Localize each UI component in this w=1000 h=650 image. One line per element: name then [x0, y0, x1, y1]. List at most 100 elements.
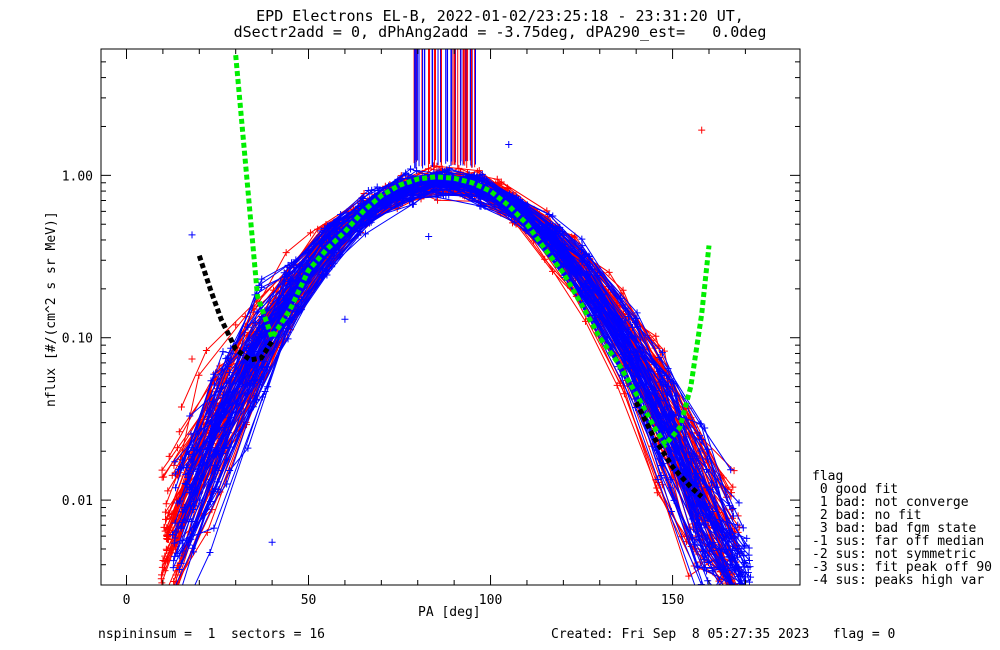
blue-data-point	[523, 207, 531, 215]
blue-marker	[476, 199, 484, 207]
blue-marker	[657, 412, 665, 420]
red-marker	[306, 229, 314, 237]
blue-marker	[694, 509, 702, 517]
blue-marker	[322, 266, 330, 274]
blue-marker	[288, 276, 296, 284]
blue-marker	[259, 393, 267, 401]
red-marker	[605, 268, 613, 276]
blue-marker	[246, 334, 254, 342]
red-marker	[730, 467, 738, 475]
blue-marker	[393, 195, 401, 203]
black-fit-curve-1	[196, 254, 275, 363]
red-marker	[158, 579, 166, 585]
blue-marker	[616, 315, 624, 323]
blue-marker	[251, 319, 259, 327]
blue-marker	[216, 388, 224, 396]
blue-marker	[655, 455, 663, 463]
blue-marker	[288, 259, 296, 267]
blue-marker	[477, 171, 485, 179]
red-marker	[652, 332, 660, 340]
blue-marker	[735, 499, 743, 507]
blue-marker	[658, 349, 666, 357]
red-marker	[729, 483, 737, 491]
blue-marker	[407, 195, 415, 203]
blue-marker	[297, 296, 305, 304]
blue-data-point	[305, 256, 313, 264]
blue-marker	[693, 535, 701, 543]
blue-marker	[591, 317, 599, 325]
blue-marker	[284, 335, 292, 343]
blue-marker	[207, 420, 215, 428]
blue-marker	[697, 580, 705, 585]
blue-marker	[206, 549, 214, 557]
blue-marker	[171, 458, 179, 466]
red-marker	[613, 381, 621, 389]
black-fit-curve-2	[633, 401, 704, 499]
blue-marker	[358, 218, 366, 226]
blue-marker	[336, 216, 344, 224]
blue-marker	[210, 381, 218, 389]
red-marker	[619, 286, 627, 294]
red-marker	[620, 390, 628, 398]
blue-marker	[737, 570, 745, 578]
blue-marker	[171, 534, 179, 542]
blue-marker	[188, 590, 195, 597]
blue-data-point	[425, 233, 433, 241]
blue-trace	[192, 182, 732, 585]
chart-subtitle: dSectr2add = 0, dPhAng2add = -3.75deg, d…	[233, 23, 767, 41]
blue-data-point	[385, 182, 393, 190]
legend-item-6: -3 sus: fit peak off 90	[812, 560, 993, 575]
red-data-point	[188, 355, 196, 363]
blue-marker	[289, 316, 297, 324]
green-fit-curve-0	[233, 54, 712, 449]
x-tick-label: 0	[123, 593, 131, 608]
blue-marker	[657, 471, 665, 479]
blue-marker	[578, 235, 586, 243]
blue-marker	[467, 186, 475, 194]
blue-data-point	[250, 341, 258, 349]
red-marker	[175, 428, 183, 436]
blue-marker	[545, 210, 553, 218]
red-marker	[162, 500, 170, 508]
blue-data-point	[330, 220, 338, 228]
blue-marker	[578, 254, 586, 262]
blue-marker	[338, 220, 346, 228]
blue-marker	[633, 309, 641, 317]
blue-marker	[210, 447, 218, 455]
blue-marker	[698, 436, 706, 444]
flag-legend: flag 0 good fit 1 bad: not converge 2 ba…	[812, 470, 992, 587]
blue-marker	[742, 611, 749, 618]
blue-marker	[220, 409, 228, 417]
blue-marker	[366, 216, 374, 224]
blue-data-point	[734, 532, 742, 540]
legend-item-1: 1 bad: not converge	[812, 495, 969, 510]
blue-marker	[739, 586, 746, 593]
red-marker	[430, 162, 438, 170]
blue-marker	[336, 251, 344, 259]
red-marker	[162, 545, 170, 553]
blue-marker	[189, 498, 197, 506]
blue-marker	[169, 564, 177, 572]
blue-series-group	[168, 140, 755, 618]
x-axis-label: PA [deg]	[418, 605, 481, 620]
blue-marker	[209, 487, 217, 495]
red-marker	[161, 508, 169, 516]
blue-marker	[731, 564, 739, 572]
blue-marker	[183, 464, 191, 472]
red-marker	[581, 317, 589, 325]
x-tick-label: 150	[661, 593, 684, 608]
blue-marker	[726, 529, 734, 537]
red-marker	[166, 606, 173, 613]
blue-marker	[179, 547, 187, 555]
blue-marker	[542, 237, 550, 245]
blue-marker	[596, 313, 604, 321]
red-marker	[653, 484, 661, 492]
red-marker	[162, 515, 170, 523]
blue-marker	[258, 363, 266, 371]
blue-marker	[258, 275, 266, 283]
red-marker	[163, 586, 170, 593]
blue-marker	[696, 420, 704, 428]
blue-marker	[598, 302, 606, 310]
red-marker	[158, 563, 166, 571]
blue-marker	[738, 591, 745, 598]
